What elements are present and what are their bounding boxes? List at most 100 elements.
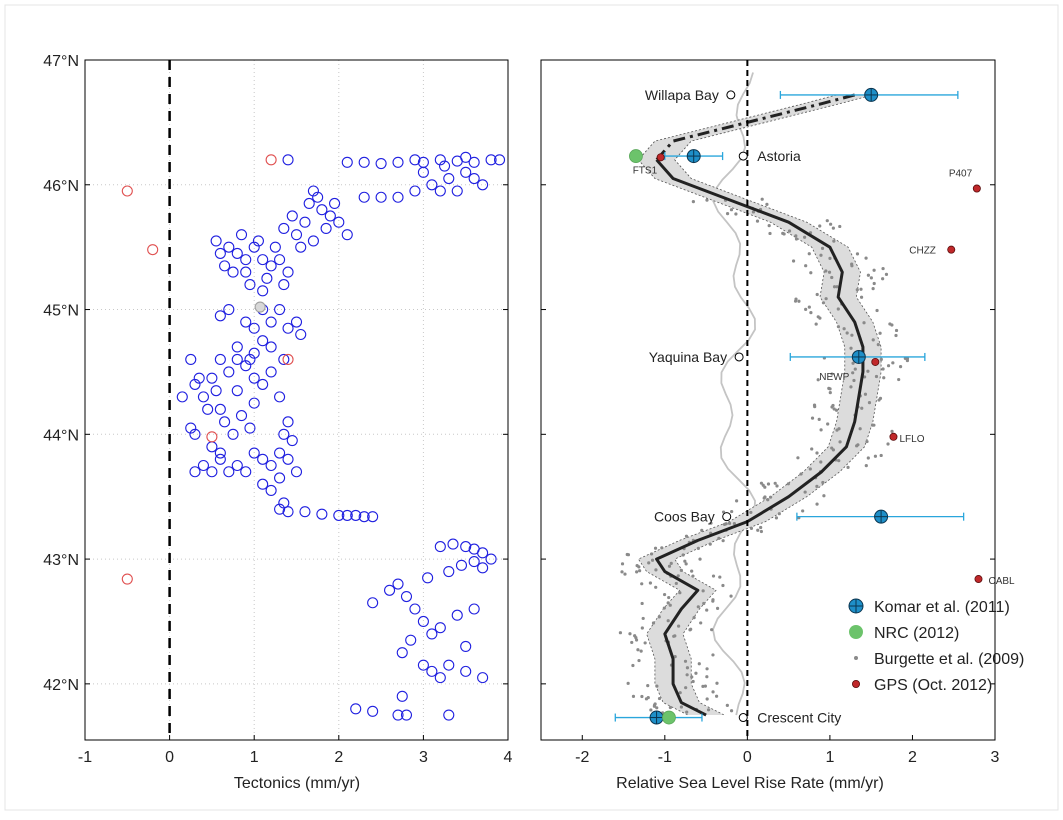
burgette-point (700, 528, 704, 532)
burgette-point (684, 562, 688, 566)
burgette-point (865, 439, 869, 444)
burgette-point (623, 572, 627, 576)
burgette-point (815, 292, 819, 297)
tectonics-point (231, 353, 243, 365)
x-tick-label: 3 (419, 749, 428, 766)
tectonics-point (235, 229, 248, 241)
tectonics-point (248, 397, 260, 409)
burgette-point (872, 281, 876, 286)
burgette-point (699, 621, 703, 625)
burgette-point (866, 273, 870, 277)
tectonics-point (282, 154, 294, 166)
tectonics-point (210, 385, 222, 397)
tectonics-panel: -1 0 1 2 3 4 42°N 43°N 44°N 45°N 46°N 47°N Tectoni… (43, 53, 512, 792)
burgette-point (691, 574, 695, 578)
tectonics-point (468, 556, 480, 568)
coastline-line (712, 72, 756, 716)
station-label: Coos Bay (654, 509, 715, 525)
burgette-point (762, 496, 766, 500)
x-tick-label: 0 (743, 749, 752, 766)
tectonics-point (400, 709, 413, 721)
burgette-point (660, 546, 664, 550)
tectonics-point (384, 584, 396, 596)
tectonics-point (202, 403, 214, 415)
burgette-point (864, 256, 868, 260)
burgette-point (828, 391, 832, 395)
tectonics-point (231, 247, 243, 259)
gps-label: NEWP (819, 372, 849, 383)
burgette-point (721, 583, 725, 588)
station-label: Willapa Bay (645, 87, 719, 103)
burgette-point (809, 271, 813, 275)
tectonics-y-ticks: 42°N 43°N 44°N 45°N 46°N 47°N (43, 53, 508, 694)
burgette-point (791, 259, 796, 263)
tectonics-point (254, 301, 266, 313)
burgette-point (705, 675, 709, 679)
station-label: Crescent City (757, 710, 841, 726)
tectonics-point (223, 366, 235, 378)
tectonics-point (405, 634, 417, 646)
burgette-point (718, 575, 722, 579)
tectonics-point (426, 665, 438, 677)
burgette-point (662, 592, 667, 597)
burgette-point (768, 231, 772, 236)
burgette-point (735, 499, 739, 503)
tectonics-point (447, 538, 459, 550)
tectonics-point (460, 665, 472, 677)
burgette-point (698, 557, 702, 561)
tectonics-point (438, 160, 451, 172)
tectonics-point (477, 562, 489, 574)
tectonics-point (248, 447, 260, 459)
burgette-point (850, 264, 854, 268)
burgette-point (859, 287, 863, 291)
burgette-point (828, 387, 832, 391)
tectonics-point (265, 459, 277, 472)
burgette-point (666, 601, 670, 605)
tectonics-point (485, 553, 497, 565)
tectonics-point (248, 241, 260, 253)
burgette-point (760, 197, 764, 201)
burgette-point (829, 222, 833, 226)
burgette-point (882, 376, 886, 380)
burgette-point (759, 525, 763, 530)
burgette-point (678, 591, 682, 595)
tectonics-point (265, 484, 277, 497)
burgette-point (821, 480, 825, 485)
gps-marker (947, 245, 956, 254)
tectonics-point (333, 509, 345, 521)
burgette-point (677, 624, 681, 628)
tectonics-point (265, 366, 277, 378)
y-tick-label: 42°N (43, 677, 79, 694)
burgette-point (640, 694, 644, 699)
burgette-point (690, 569, 694, 573)
burgette-point (794, 234, 798, 238)
burgette-point (641, 616, 645, 621)
burgette-point (826, 422, 830, 426)
x-tick-label: 3 (991, 749, 1000, 766)
tectonics-point (455, 559, 468, 571)
gps-marker (974, 575, 983, 584)
tectonics-point (303, 197, 315, 210)
tectonics-point (257, 378, 269, 390)
burgette-point (863, 375, 867, 379)
tectonics-point (392, 709, 404, 721)
burgette-point (650, 558, 655, 562)
burgette-point (729, 594, 733, 598)
uncertainty-band (637, 94, 882, 716)
burgette-point (717, 536, 721, 540)
burgette-point (706, 708, 711, 712)
tectonics-point (231, 459, 243, 472)
burgette-point (819, 460, 823, 464)
burgette-point (879, 453, 883, 458)
burgette-point (874, 374, 879, 379)
burgette-point (803, 490, 807, 494)
burgette-point (626, 681, 630, 685)
tectonics-point (147, 244, 159, 256)
burgette-point (822, 494, 826, 498)
tectonics-point (443, 172, 455, 185)
tectonics-axes-frame (84, 59, 509, 741)
burgette-point (683, 559, 687, 563)
x-tick-label: -2 (575, 749, 589, 766)
tide-gauge-stations: Willapa Bay Astoria Yaquina Bay Coos Bay Cre… (645, 87, 841, 726)
burgette-point (863, 392, 868, 396)
